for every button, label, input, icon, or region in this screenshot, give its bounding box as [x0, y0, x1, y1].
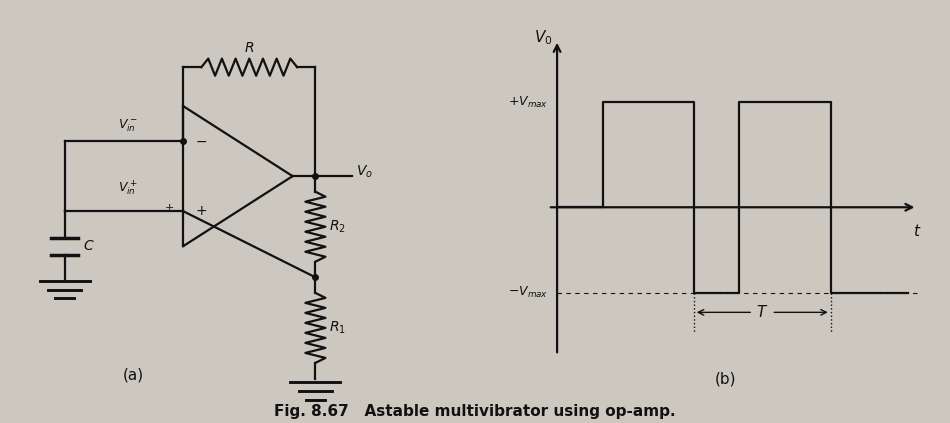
Text: $V_o$: $V_o$ — [356, 164, 373, 181]
Text: $V_{in}^-$: $V_{in}^-$ — [118, 117, 138, 134]
Text: $+V_{max}$: $+V_{max}$ — [508, 95, 548, 110]
Text: Fig. 8.67   Astable multivibrator using op-amp.: Fig. 8.67 Astable multivibrator using op… — [275, 404, 675, 419]
Text: $t$: $t$ — [914, 223, 922, 239]
Text: $C$: $C$ — [83, 239, 94, 253]
Text: $+$: $+$ — [195, 204, 207, 218]
Text: $R_1$: $R_1$ — [329, 320, 346, 336]
Text: $R_2$: $R_2$ — [329, 219, 346, 235]
Text: $V_{in}^+$: $V_{in}^+$ — [118, 179, 138, 197]
Text: $+$: $+$ — [164, 202, 174, 213]
Text: $V_0$: $V_0$ — [534, 28, 553, 47]
Text: $-$: $-$ — [195, 134, 207, 148]
Text: $T$: $T$ — [756, 304, 769, 320]
Text: $R$: $R$ — [244, 41, 255, 55]
Text: (a): (a) — [123, 368, 143, 382]
Text: $-V_{max}$: $-V_{max}$ — [508, 286, 548, 300]
Text: (b): (b) — [715, 371, 736, 386]
